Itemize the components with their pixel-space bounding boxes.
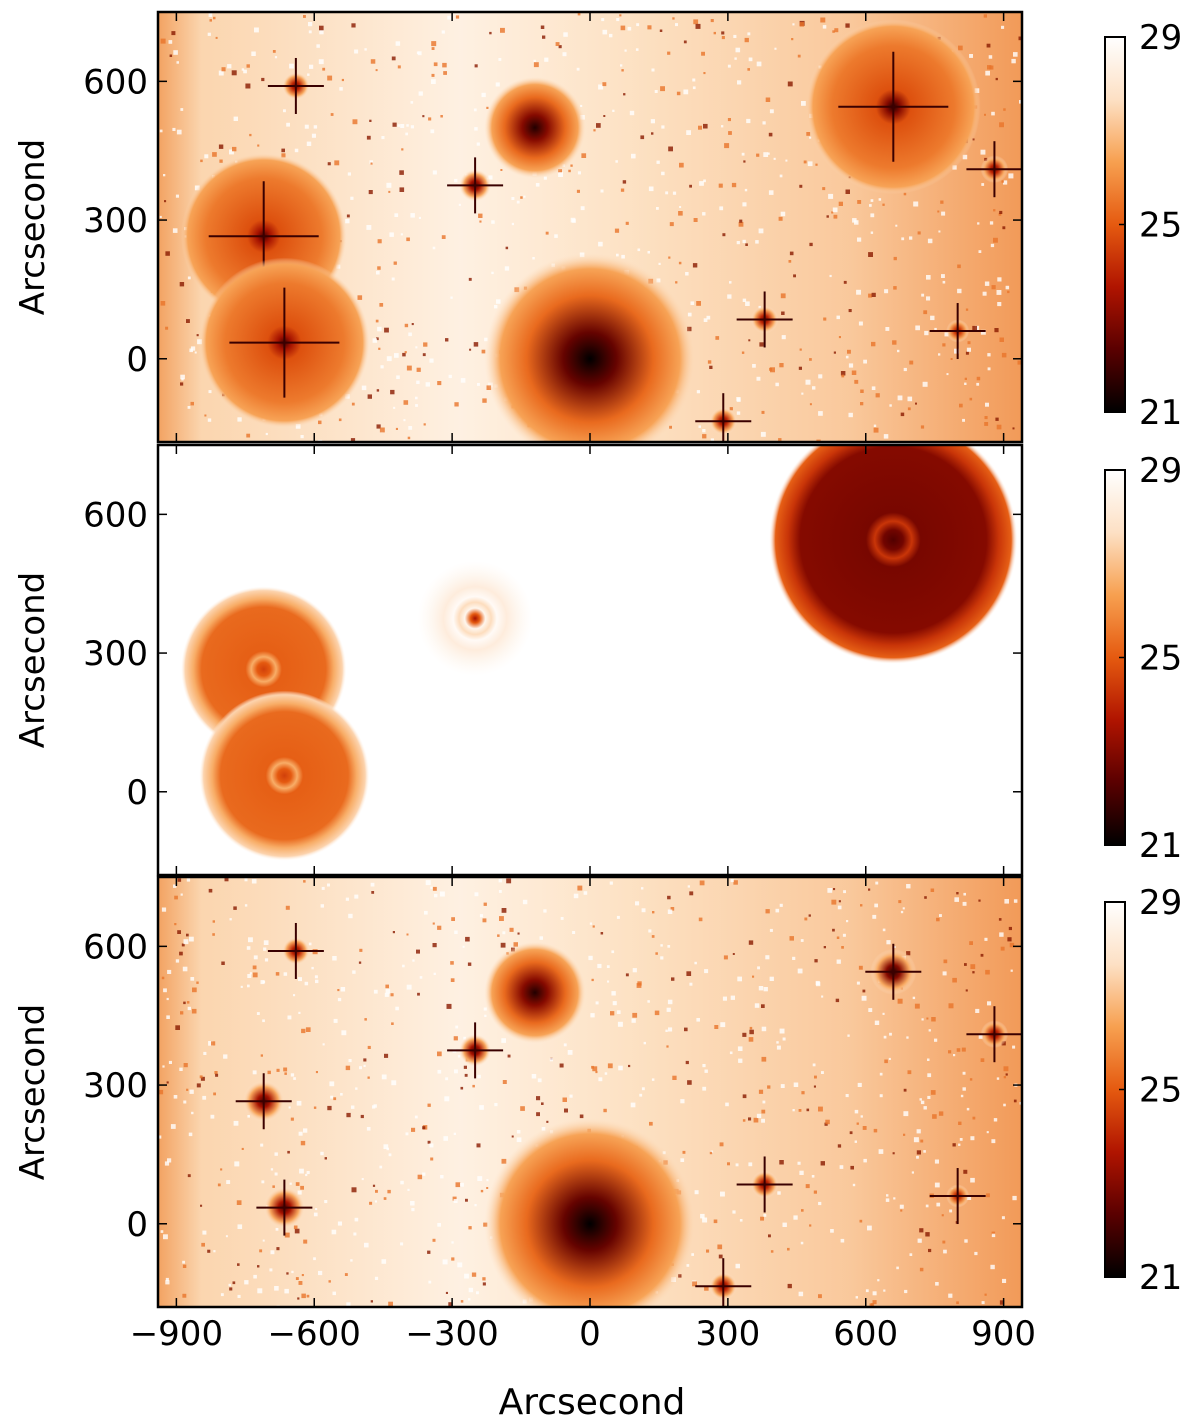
colorbar-tick-label: 25 [1139, 1071, 1182, 1111]
colorbar-tick-label: 25 [1139, 639, 1182, 679]
y-tick-label: 600 [83, 62, 148, 102]
panel-bottom: −900 −600 −300 0 300 600 900 0 300 600 Arcsecond 21… [13, 875, 1182, 1354]
y-tick-label: 0 [126, 773, 148, 813]
x-tick-label: −900 [130, 1314, 223, 1354]
source-model-halo-faint-1 [417, 561, 533, 676]
colorbar-tick-label: 25 [1139, 206, 1182, 246]
noise-speckles [158, 877, 1022, 1307]
colorbar-tick-label: 21 [1139, 1258, 1182, 1298]
y-tick-label: 600 [83, 927, 148, 967]
x-axis-label: Arcsecond [499, 1382, 686, 1423]
colorbar-tick-label: 29 [1139, 451, 1182, 491]
colorbar-tick-label: 21 [1139, 826, 1182, 866]
colorbar-tick-label: 29 [1139, 883, 1182, 923]
x-tick-label: 300 [695, 1314, 760, 1354]
heatmap-image [158, 877, 1022, 1307]
y-tick-label: 600 [83, 495, 148, 535]
y-tick-label: 0 [126, 340, 148, 380]
x-tick-label: 900 [971, 1314, 1036, 1354]
source-model-halo-0 [769, 445, 1018, 664]
y-tick-label: 300 [83, 201, 148, 241]
source-galaxy-0 [484, 1118, 696, 1307]
x-tick-label: 0 [579, 1314, 601, 1354]
source-spiral-4 [484, 942, 586, 1044]
y-tick-label: 300 [83, 1066, 148, 1106]
heatmap-image [158, 12, 1022, 442]
colorbar-tick-label: 21 [1139, 393, 1182, 433]
y-tick-label: 0 [126, 1205, 148, 1245]
x-tick-label: −300 [405, 1314, 498, 1354]
colorbar-tick-label: 29 [1139, 18, 1182, 58]
panel-top: 0 300 600 Arcsecond 21 25 29 [13, 10, 1182, 444]
x-tick-label: 600 [833, 1314, 898, 1354]
y-axis-label: Arcsecond [13, 1004, 53, 1180]
source-spiral-4 [484, 77, 586, 179]
source-galaxy-0 [484, 253, 696, 442]
x-tick-label: −600 [268, 1314, 361, 1354]
panel-middle: 0 300 600 Arcsecond 21 25 29 [13, 443, 1182, 877]
heatmap-image [158, 445, 1022, 875]
y-axis-label: Arcsecond [13, 572, 53, 748]
y-tick-label: 300 [83, 634, 148, 674]
y-axis-label: Arcsecond [13, 139, 53, 315]
source-model-halo-3 [199, 690, 370, 861]
